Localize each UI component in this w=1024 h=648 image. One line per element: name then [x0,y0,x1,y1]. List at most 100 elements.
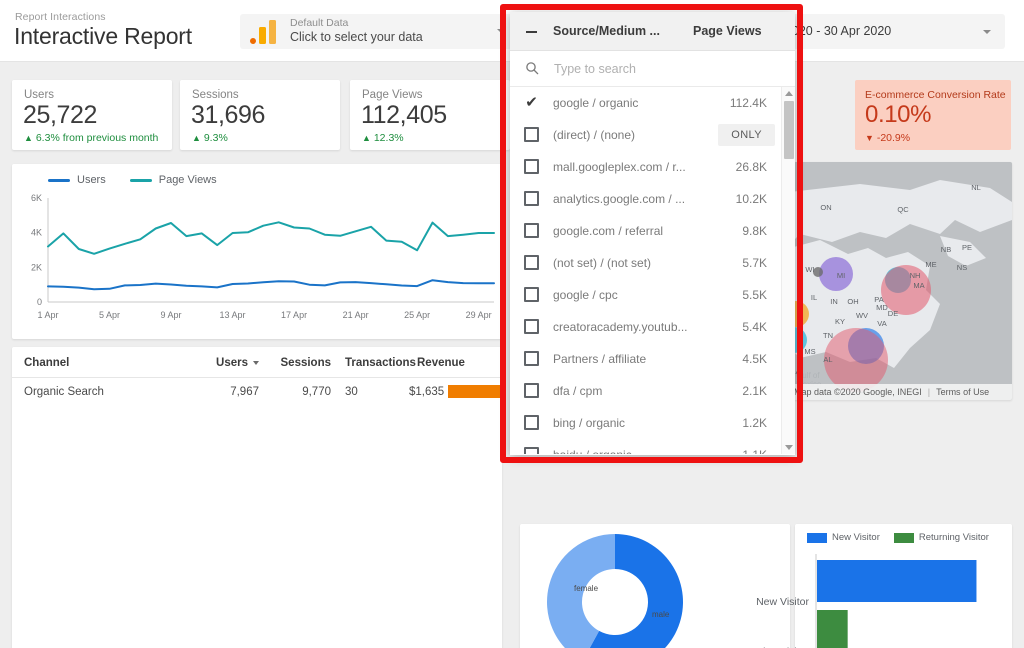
svg-text:6K: 6K [31,193,42,203]
svg-text:9 Apr: 9 Apr [161,310,182,320]
data-source-selector[interactable]: Default Data Click to select your data [240,14,517,49]
geo-map-card[interactable]: ON QC NL NB PE NS ME NH MA MI IL IN OH PA MD DE WV VA KY TN… [790,162,1012,400]
checkmark-icon[interactable]: ✔ [525,94,538,111]
checkbox-unchecked-icon[interactable] [524,415,539,430]
scrollbar-thumb[interactable] [784,101,794,159]
column-header-transactions[interactable]: Transactions [331,347,416,378]
bar[interactable] [817,610,848,648]
chevron-down-icon [497,29,505,33]
svg-text:13 Apr: 13 Apr [220,310,246,320]
visitor-type-bar-card[interactable]: New Visitor Returning Visitor 05K10K15K2… [732,524,1012,648]
checkbox-unchecked-icon[interactable] [524,447,539,454]
dropdown-search-row[interactable] [510,51,795,87]
scorecard-value: 0.10% [865,101,932,128]
scorecard-users[interactable]: Users 25,722 ▲ 6.3% from previous month [12,80,172,150]
divider: | [927,387,931,397]
bar[interactable] [817,560,977,602]
chevron-down-icon [983,30,991,34]
only-button[interactable]: ONLY [718,124,775,146]
map-state-label: PE [962,243,972,252]
dropdown-option-row[interactable]: mall.googleplex.com / r... 26.8K [510,151,795,183]
dropdown-scrollbar[interactable] [781,87,795,454]
column-header-sessions[interactable]: Sessions [259,347,331,378]
bar-chart-icon [250,19,284,44]
dropdown-option-row[interactable]: google.com / referral 9.8K [510,215,795,247]
map-state-label: ON [820,203,831,212]
map-state-label: NS [957,263,967,272]
checkbox-unchecked-icon[interactable] [524,255,539,270]
dropdown-option-value: 26.8K [735,160,767,174]
dropdown-option-label: baidu / organic [553,448,632,454]
dropdown-option-row[interactable]: creatoracademy.youtub... 5.4K [510,311,795,343]
checkbox-unchecked-icon[interactable] [524,319,539,334]
dropdown-option-row[interactable]: analytics.google.com / ... 10.2K [510,183,795,215]
dropdown-dimension-header[interactable]: Source/Medium ... [553,24,660,38]
map-bubble[interactable] [881,265,931,315]
dropdown-option-row[interactable]: Partners / affiliate 4.5K [510,343,795,375]
checkbox-unchecked-icon[interactable] [524,191,539,206]
dropdown-option-list[interactable]: ✔ google / organic 112.4K (direct) / (none)… [510,87,795,454]
table-body: Organic Search 7,967 9,770 30 $1,635 [12,378,502,406]
map-attribution: Map data ©2020 Google, INEGI | Terms of … [790,384,1012,400]
dropdown-option-value: 5.4K [742,320,767,334]
cell-revenue: $1,635 [409,378,502,406]
map-terms-link[interactable]: Terms of Use [936,387,990,397]
map-state-label: MI [837,271,845,280]
dropdown-option-label: analytics.google.com / ... [553,192,686,206]
legend-item-new-visitor[interactable]: New Visitor [807,532,880,543]
svg-text:1 Apr: 1 Apr [37,310,58,320]
dropdown-option-row[interactable]: dfa / cpm 2.1K [510,375,795,407]
dropdown-option-label: dfa / cpm [553,384,603,398]
channel-table-card[interactable]: Channel Users Sessions Transactions Reve… [12,347,502,648]
map-bubble[interactable] [813,267,823,277]
checkbox-unchecked-icon[interactable] [524,223,539,238]
donut-label-male: male [652,610,670,619]
legend-item-returning-visitor[interactable]: Returning Visitor [893,532,989,543]
time-series-chart-card[interactable]: Users Page Views 0 2K 4K 6K 1 Apr 5 Apr 9 Apr 1… [12,164,502,339]
minus-icon[interactable] [524,24,539,39]
dropdown-option-row[interactable]: (not set) / (not set) 5.7K [510,247,795,279]
donut-slice[interactable] [547,534,615,648]
dropdown-metric-header[interactable]: Page Views [693,24,762,38]
sort-descending-icon [253,360,259,365]
checkbox-unchecked-icon[interactable] [524,383,539,398]
svg-text:0: 0 [37,297,42,307]
legend-item-users[interactable]: Users [48,174,106,186]
scorecard-label: Page Views [362,89,423,101]
legend-item-page-views[interactable]: Page Views [129,174,217,186]
table-row[interactable]: Organic Search 7,967 9,770 30 $1,635 [12,378,502,406]
dropdown-option-value: 4.5K [742,352,767,366]
data-source-hint: Click to select your data [290,30,423,45]
column-header-channel[interactable]: Channel [12,347,187,378]
checkbox-unchecked-icon[interactable] [524,287,539,302]
legend-swatch [807,532,827,543]
scorecard-sessions[interactable]: Sessions 31,696 ▲ 9.3% [180,80,340,150]
search-icon [526,62,539,75]
checkbox-unchecked-icon[interactable] [524,127,539,142]
time-series-plot: 0 2K 4K 6K 1 Apr 5 Apr 9 Apr 13 Apr 17 Apr 21 Apr… [31,193,495,320]
search-input[interactable] [552,59,762,79]
checkbox-unchecked-icon[interactable] [524,159,539,174]
donut-slice[interactable] [582,534,683,648]
scorecard-label: Sessions [192,89,239,101]
scorecard-page-views[interactable]: Page Views 112,405 ▲ 12.3% [350,80,510,150]
column-header-users[interactable]: Users [187,347,259,378]
dropdown-option-row[interactable]: google / cpc 5.5K [510,279,795,311]
dropdown-option-row[interactable]: (direct) / (none) ONLY [510,119,795,151]
column-header-revenue[interactable]: Revenue [409,347,502,378]
checkbox-unchecked-icon[interactable] [524,351,539,366]
scorecard-ecommerce-conversion-rate[interactable]: E-commerce Conversion Rate 0.10% ▼ -20.9… [855,80,1011,150]
dropdown-option-row[interactable]: bing / organic 1.2K [510,407,795,439]
caret-down-icon[interactable] [785,445,793,450]
gender-donut-card[interactable]: female male [520,524,790,648]
map-bubble[interactable] [824,328,888,392]
map-bubble[interactable] [819,257,853,291]
dropdown-option-row[interactable]: baidu / organic 1.1K [510,439,795,454]
legend-label: Returning Visitor [918,532,989,543]
source-medium-filter-dropdown[interactable]: Source/Medium ... Page Views ✔ google / o… [510,12,795,455]
dropdown-option-row[interactable]: ✔ google / organic 112.4K [510,87,795,119]
map-state-label: IL [811,293,817,302]
caret-up-icon[interactable] [785,91,793,96]
bar-category-label: Returning Visitor [732,646,809,648]
